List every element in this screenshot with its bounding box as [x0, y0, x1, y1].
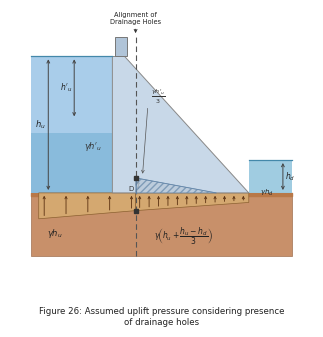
Polygon shape	[31, 57, 112, 193]
Polygon shape	[115, 37, 127, 57]
Polygon shape	[136, 178, 216, 193]
Text: $\gamma h_d$: $\gamma h_d$	[260, 188, 273, 198]
Text: D: D	[129, 186, 134, 191]
Text: $\frac{\gamma h'_u}{3}$: $\frac{\gamma h'_u}{3}$	[151, 88, 166, 106]
Text: $\gamma\!\left(h_u+\dfrac{h_u-h_d}{3}\right)$: $\gamma\!\left(h_u+\dfrac{h_u-h_d}{3}\ri…	[154, 225, 213, 247]
Text: $\gamma h_u$: $\gamma h_u$	[47, 227, 63, 240]
Text: $h_d$: $h_d$	[285, 170, 296, 183]
Polygon shape	[39, 193, 136, 219]
Polygon shape	[249, 160, 292, 193]
Polygon shape	[112, 57, 249, 193]
Polygon shape	[31, 193, 292, 256]
Polygon shape	[136, 193, 249, 211]
Text: $h_u$: $h_u$	[35, 118, 46, 131]
Text: $h'_u$: $h'_u$	[60, 82, 72, 94]
Polygon shape	[31, 133, 112, 193]
Text: Figure 26: Assumed uplift pressure considering presence
of drainage holes: Figure 26: Assumed uplift pressure consi…	[39, 307, 284, 327]
Text: Alignment of
Drainage Holes: Alignment of Drainage Holes	[110, 12, 161, 25]
Text: $\gamma h'_u$: $\gamma h'_u$	[84, 140, 102, 153]
